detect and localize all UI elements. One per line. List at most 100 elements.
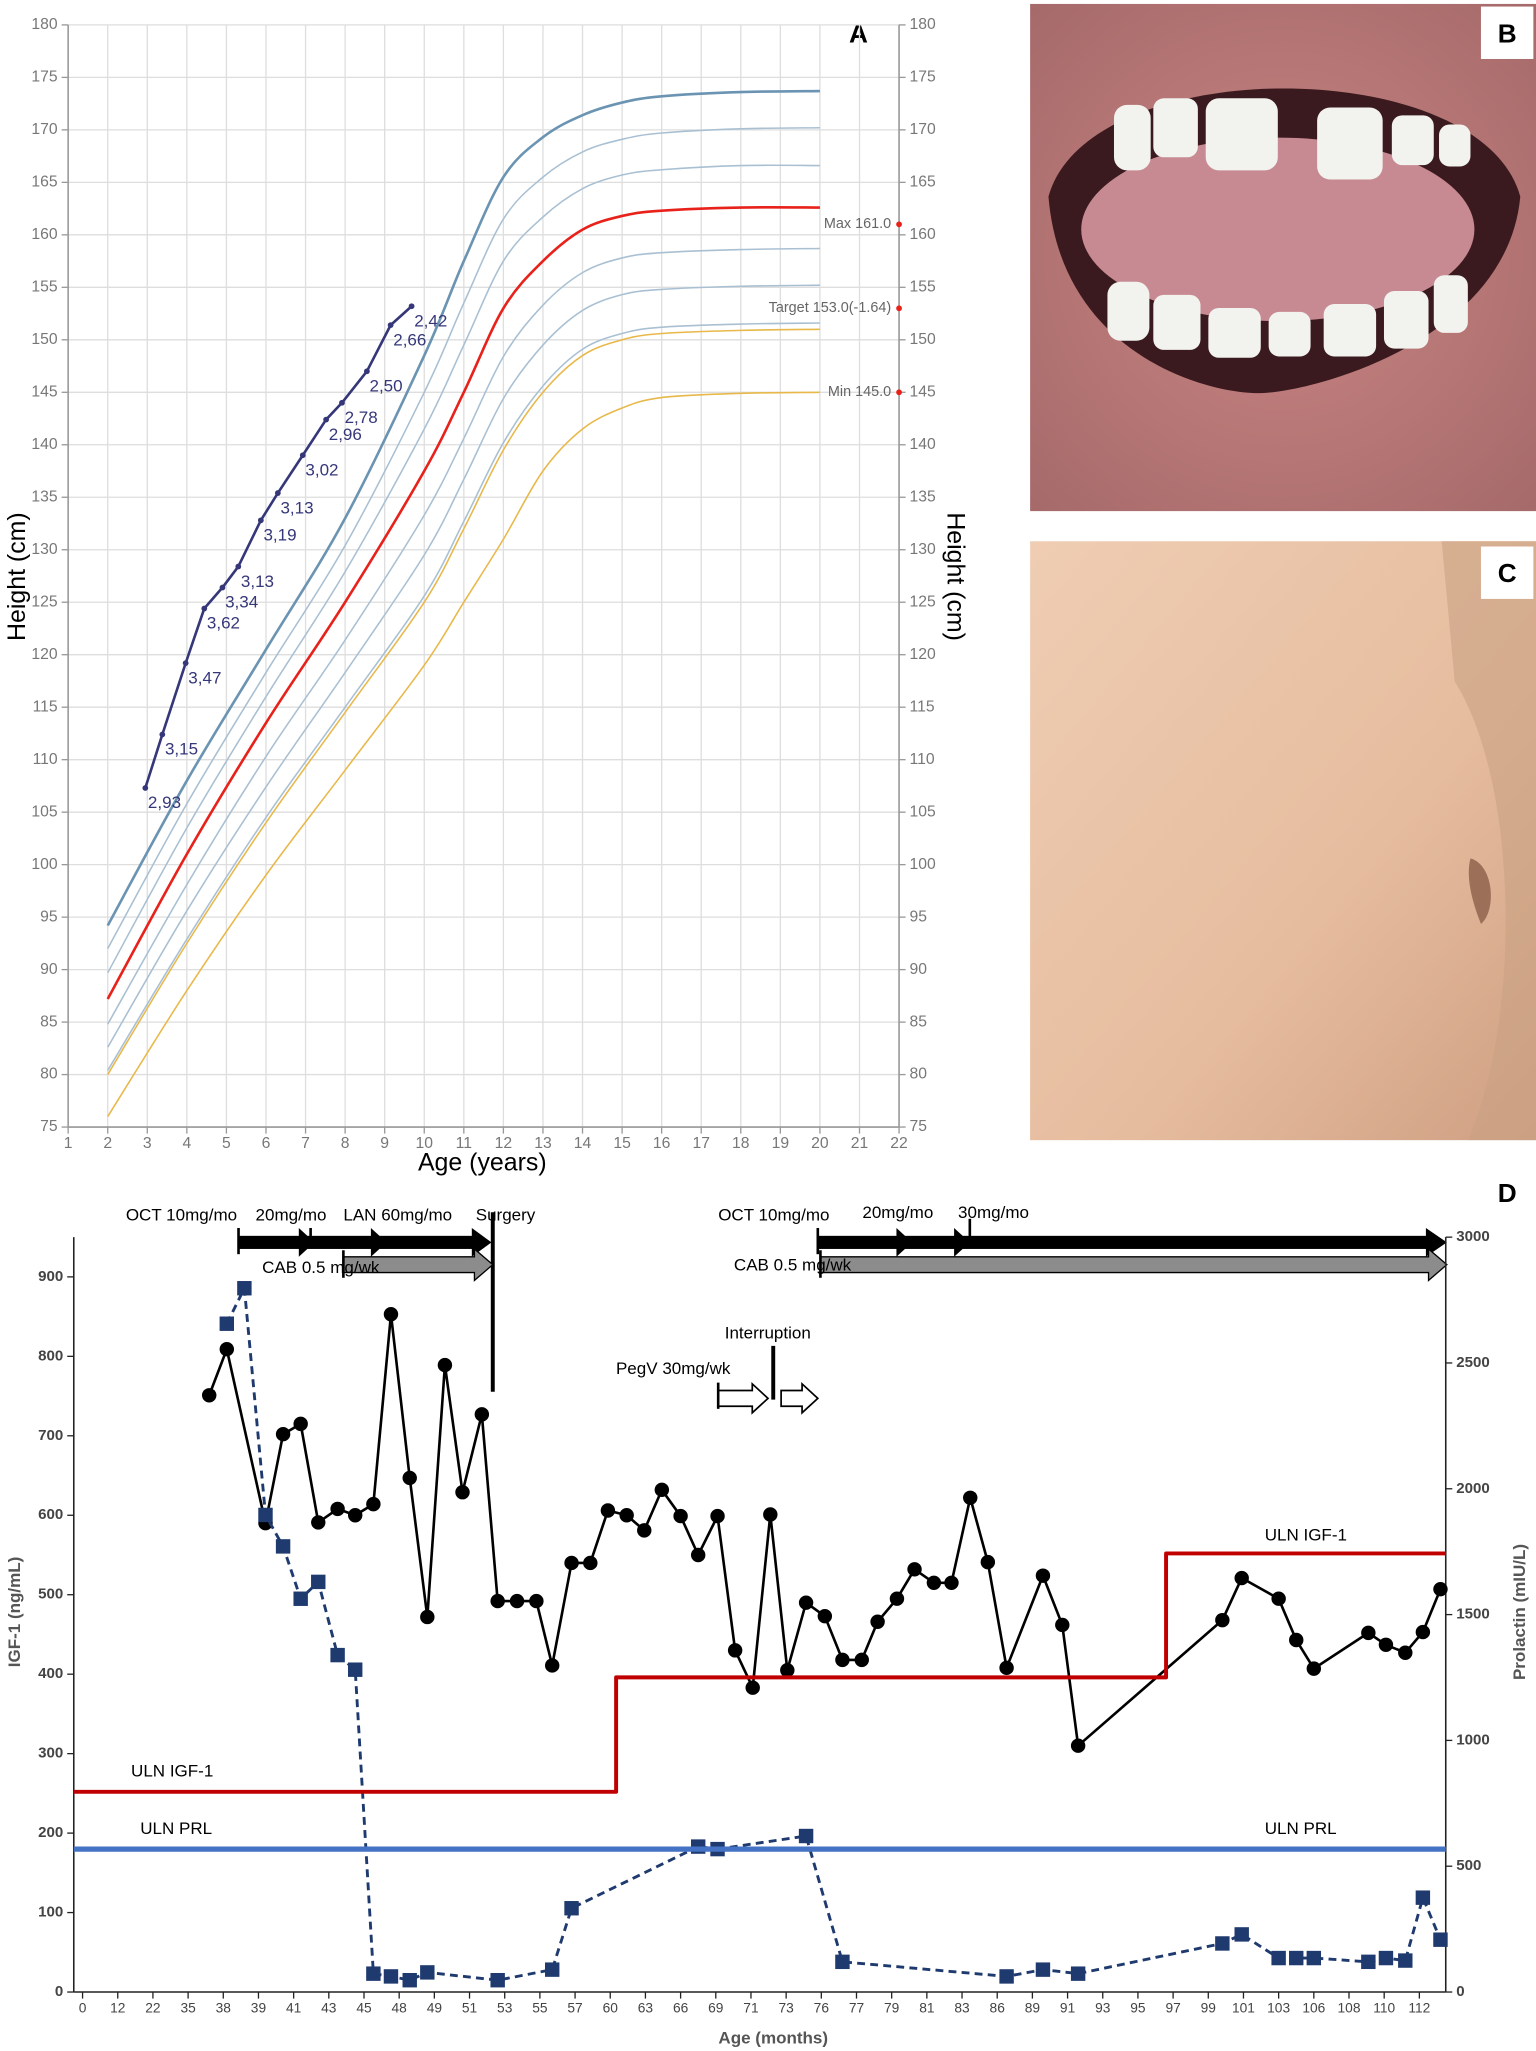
annotation: 20mg/mo [256, 1206, 327, 1225]
y-tick-label: 155 [31, 278, 57, 295]
panel-label: C [1498, 558, 1517, 588]
data-point [323, 416, 330, 423]
annotation: ULN IGF-1 [131, 1761, 213, 1780]
data-point [142, 785, 149, 791]
y-tick-label: 105 [31, 803, 57, 820]
point-label: 2,50 [370, 377, 403, 396]
y-tick-label: 800 [38, 1347, 63, 1364]
data-point [257, 517, 264, 524]
y2-axis-label: Prolactin (mIU/L) [1510, 1544, 1529, 1680]
y2-tick-label: 75 [910, 1118, 928, 1135]
data-point [509, 1593, 525, 1609]
data-point [619, 1508, 634, 1523]
panel-label-box [1480, 6, 1534, 59]
y-tick-label: 120 [31, 646, 57, 663]
data-point [235, 563, 242, 570]
arrow-head [896, 1227, 913, 1257]
arrow-head [954, 1227, 970, 1257]
x-tick-label: 21 [851, 1135, 868, 1152]
data-point [420, 1609, 435, 1625]
y2-tick-label: 0 [1456, 1983, 1464, 2000]
y-tick-label: 90 [40, 961, 58, 978]
series-line [107, 328, 820, 1075]
photo-mouth: B [1030, 3, 1536, 512]
x-tick-label: 43 [321, 2001, 337, 2016]
data-point [182, 660, 189, 666]
data-point [1433, 1581, 1448, 1597]
y-tick-label: 700 [38, 1427, 63, 1444]
data-point [1289, 1950, 1304, 1966]
y-tick-label: 115 [33, 698, 58, 715]
x-tick-label: 55 [532, 2001, 548, 2016]
annotation: Surgery [476, 1206, 536, 1225]
x-tick-label: 66 [673, 2001, 689, 2016]
y2-axis-label: Height (cm) [942, 512, 970, 641]
x-tick-label: 103 [1267, 2001, 1290, 2016]
x-tick-label: 5 [222, 1135, 231, 1152]
x-tick-label: 9 [380, 1135, 389, 1152]
y2-tick-label: 105 [910, 803, 936, 820]
data-point [710, 1508, 725, 1524]
x-tick-label: 17 [692, 1135, 709, 1152]
data-point [455, 1485, 470, 1500]
annotation: 30mg/mo [958, 1203, 1029, 1222]
data-point [727, 1643, 743, 1658]
annotation: CAB 0.5 mg/wk [734, 1255, 852, 1274]
y2-tick-label: 115 [910, 698, 935, 715]
data-point [408, 303, 415, 310]
data-point [1215, 1936, 1230, 1951]
y-tick-label: 400 [38, 1665, 63, 1682]
y2-tick-label: 90 [910, 961, 928, 978]
annotation: CAB 0.5 mg/wk [262, 1258, 380, 1277]
y2-tick-label: 135 [910, 488, 936, 505]
panel-label: B [1498, 18, 1517, 48]
series-line [144, 305, 413, 789]
series-line [107, 247, 820, 1025]
data-point [490, 1972, 505, 1988]
x-tick-label: 12 [110, 2001, 125, 2016]
annotation: ULN PRL [140, 1819, 212, 1838]
x-tick-label: 20 [811, 1135, 829, 1152]
data-point [637, 1523, 652, 1538]
y2-tick-label: 500 [1456, 1857, 1481, 1874]
y2-tick-label: 2000 [1456, 1480, 1490, 1497]
series-line [107, 322, 820, 1071]
y2-tick-label: 145 [910, 383, 936, 400]
panel-label: A [849, 18, 868, 48]
data-point [980, 1554, 996, 1570]
y-tick-label: 0 [55, 1983, 63, 2000]
y-tick-label: 600 [38, 1506, 63, 1523]
x-tick-label: 15 [613, 1135, 631, 1152]
data-point [293, 1416, 308, 1432]
data-point [745, 1680, 760, 1695]
data-point [1070, 1738, 1086, 1753]
x-tick-label: 77 [849, 2001, 864, 2016]
data-point [490, 1593, 505, 1609]
y-tick-label: 170 [31, 121, 57, 138]
y2-tick-label: 140 [910, 436, 936, 453]
x-tick-label: 60 [603, 2001, 619, 2016]
x-tick-label: 83 [954, 2001, 970, 2016]
data-point [1361, 1954, 1376, 1970]
data-point [1035, 1962, 1051, 1977]
data-point [347, 1508, 363, 1523]
x-tick-label: 53 [497, 2001, 513, 2016]
data-point [1398, 1953, 1413, 1968]
x-tick-label: 16 [653, 1135, 671, 1152]
data-point [402, 1972, 417, 1988]
data-point [366, 1496, 381, 1512]
data-point [1289, 1632, 1304, 1648]
arrow-head [471, 1227, 492, 1257]
x-tick-label: 76 [814, 2001, 830, 2016]
y-tick-label: 175 [31, 69, 57, 86]
y2-tick-label: 130 [910, 541, 936, 558]
data-point [293, 1591, 308, 1606]
data-point [999, 1660, 1014, 1676]
data-point [944, 1575, 959, 1591]
annotation: ULN IGF-1 [1265, 1525, 1347, 1544]
x-tick-label: 106 [1302, 2001, 1325, 2016]
point-label: 2,93 [148, 793, 181, 812]
data-point [159, 731, 166, 738]
data-point [1361, 1625, 1376, 1641]
